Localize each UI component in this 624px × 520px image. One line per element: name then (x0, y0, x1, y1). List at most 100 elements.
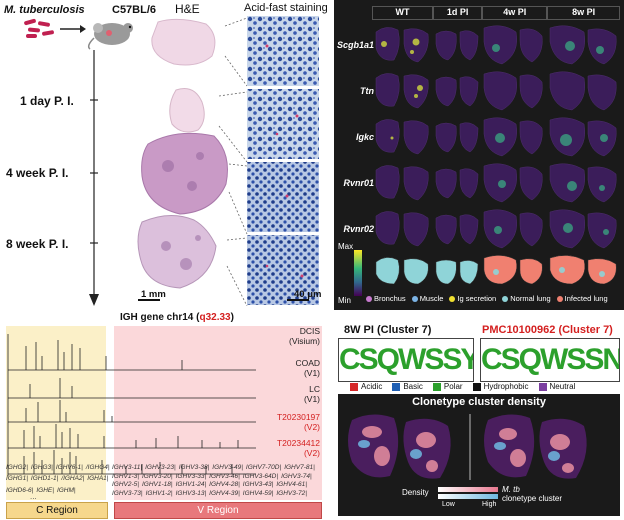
gene-scgb1a1: Scgb1a1 (336, 40, 374, 50)
afs-scale-label: 40 μm (294, 289, 322, 300)
gene-label: IGHG1| (6, 475, 28, 483)
c-region-bar: C Region (6, 502, 108, 519)
panel-c: IGH gene chr14 (q32.33) (0, 312, 330, 520)
igh-coverage-tracks (7, 334, 256, 476)
organism-label: M. tuberculosis (4, 4, 85, 16)
colorbar-max: Max (338, 242, 354, 251)
gene-label: IGHV3-33| (175, 472, 207, 480)
timepoint-1d: 1 day P. I. (20, 94, 74, 108)
timeline-axis (89, 50, 99, 306)
gene-label: IGHV3-43| (242, 481, 274, 488)
v-region-genes: IGHV3-11| IGHV3-23| IGHV3-38| IGHV3-49| … (112, 464, 324, 498)
col-1d: 1d PI (433, 6, 483, 20)
col-8w: 8w PI (547, 6, 620, 20)
he-sections (137, 18, 228, 301)
gene-label: IGHD6-6| (6, 486, 34, 494)
timepoint-8w: 8 week P. I. (6, 237, 69, 251)
gene-ttn: Ttn (360, 86, 374, 96)
gene-rvnr01: Rvnr01 (343, 178, 374, 188)
legend-bronchus: Bronchus (366, 294, 406, 303)
gene-label: IGHV7-81| (284, 464, 315, 471)
logo-right-title: PMC10100962 (Cluster 7) (482, 324, 613, 336)
gene-label: IGHV3-11| (112, 464, 143, 471)
logo-right: CSQWSSNPLTF (480, 338, 620, 382)
aa-basic: Basic (392, 382, 423, 391)
aa-legend: Acidic Basic Polar Hydrophobic Neutral (350, 382, 575, 391)
gene-label: IGHV3-74| (281, 472, 312, 480)
col-4w: 4w PI (482, 6, 548, 20)
col-wt: WT (372, 6, 434, 20)
gene-label: IGHV3-73| (112, 489, 143, 497)
gene-label: IGHV4-59| (242, 489, 274, 497)
c-region-bg (6, 326, 106, 500)
gene-label: IGHM| (56, 486, 76, 494)
bacteria-icon (24, 18, 54, 38)
density-maps (348, 414, 587, 480)
gene-label: IGHV1-2| (145, 489, 173, 497)
gene-label: IGHA1| (87, 475, 109, 483)
mouse-icon (87, 23, 133, 50)
he-title: H&E (175, 2, 200, 16)
gene-label: IGHV3-72| (276, 489, 307, 497)
legend-muscle: Muscle (411, 294, 443, 303)
he-scale-label: 1 mm (141, 289, 166, 300)
track-t20234412: T20234412 (V2) (276, 438, 320, 458)
gene-label: IGHV3-20| (141, 472, 173, 480)
afs-images (247, 16, 319, 306)
v-region-bg (114, 326, 322, 500)
afs-title: Acid-fast staining (244, 2, 328, 14)
spatial-expression-grid (375, 25, 617, 284)
aa-hydrophobic: Hydrophobic (472, 382, 529, 391)
cluster-legend: Bronchus Muscle Ig secretion Normal lung… (366, 294, 622, 303)
mouse-strain-label: C57BL/6 (112, 4, 157, 16)
gene-label: IGHV3-46| (209, 472, 240, 480)
legend-normal-lung: Normal lung (502, 294, 551, 303)
density-gradient (438, 487, 498, 499)
gene-label: IGHD1-1| (30, 475, 59, 483)
gene-label: IGHV3-38| (178, 464, 210, 471)
gene-label: IGHV4-28| (209, 481, 240, 488)
gene-igkc: Igkc (355, 132, 374, 142)
arrow-right-icon (60, 25, 86, 33)
density-label: Density (402, 488, 429, 497)
gene-label: IGHV3-64D| (242, 472, 279, 480)
panel-b: WT 1d PI 4w PI 8w PI Scgb1a1 Ttn Igkc Rv… (334, 0, 624, 310)
timepoint-4w: 4 week P. I. (6, 166, 69, 180)
density-low: Low (442, 501, 455, 508)
track-coad: COAD (V1) (295, 358, 320, 378)
gene-label: IGHV2-5| (112, 481, 139, 488)
column-headers: WT 1d PI 4w PI 8w PI (372, 6, 620, 20)
gene-label: IGHE| (36, 486, 54, 494)
colorbar-min: Min (338, 296, 351, 305)
legend-ig-secretion: Ig secretion (449, 294, 496, 303)
gene-label: /IGHA2| (61, 475, 85, 483)
panel-d: 8W PI (Cluster 7) PMC10100962 (Cluster 7… (334, 318, 624, 520)
density-title: Clonetype cluster density (412, 396, 546, 408)
gene-label: IGHG3| (30, 464, 53, 471)
legend-infected-lung: Infected lung (556, 294, 608, 303)
c-region-genes: IGHG2| IGHG3| IGHV6-1| /IGHG4| IGHG1| IG… (6, 464, 110, 498)
colorbar (354, 250, 362, 296)
gene-label: IGHV7-70D| (245, 464, 282, 471)
panel-a: M. tuberculosis C57BL/6 1 day P. I. 4 we… (0, 0, 330, 310)
gene-label: IGHV4-39| (209, 489, 240, 497)
aa-polar: Polar (432, 382, 463, 391)
gene-label: IGHV1-18| (141, 481, 173, 488)
logo-left: CSQWSSYPLTF (338, 338, 474, 382)
zoom-connectors (218, 17, 248, 306)
gene-label: IGHV1-24| (175, 481, 207, 488)
gene-label: IGHV6-1| (55, 464, 83, 471)
gene-label: IGHV3-13| (175, 489, 207, 497)
igh-title: IGH gene chr14 (q32.33) (120, 312, 234, 323)
aa-neutral: Neutral (538, 382, 575, 391)
density-panel: Clonetype cluster density Density (338, 394, 620, 516)
mtb-label: M. tb (502, 485, 520, 494)
gene-ellipsis: ... (30, 492, 37, 501)
gene-label: IGHG2| (6, 464, 28, 471)
gene-label: IGHV3-23| (145, 464, 176, 471)
aa-acidic: Acidic (350, 382, 382, 391)
v-region-bar: V Region (114, 502, 322, 519)
density-high: High (482, 501, 497, 508)
gene-label: IGHV4-61| (276, 481, 307, 488)
track-t20230197: T20230197 (V2) (276, 412, 320, 432)
